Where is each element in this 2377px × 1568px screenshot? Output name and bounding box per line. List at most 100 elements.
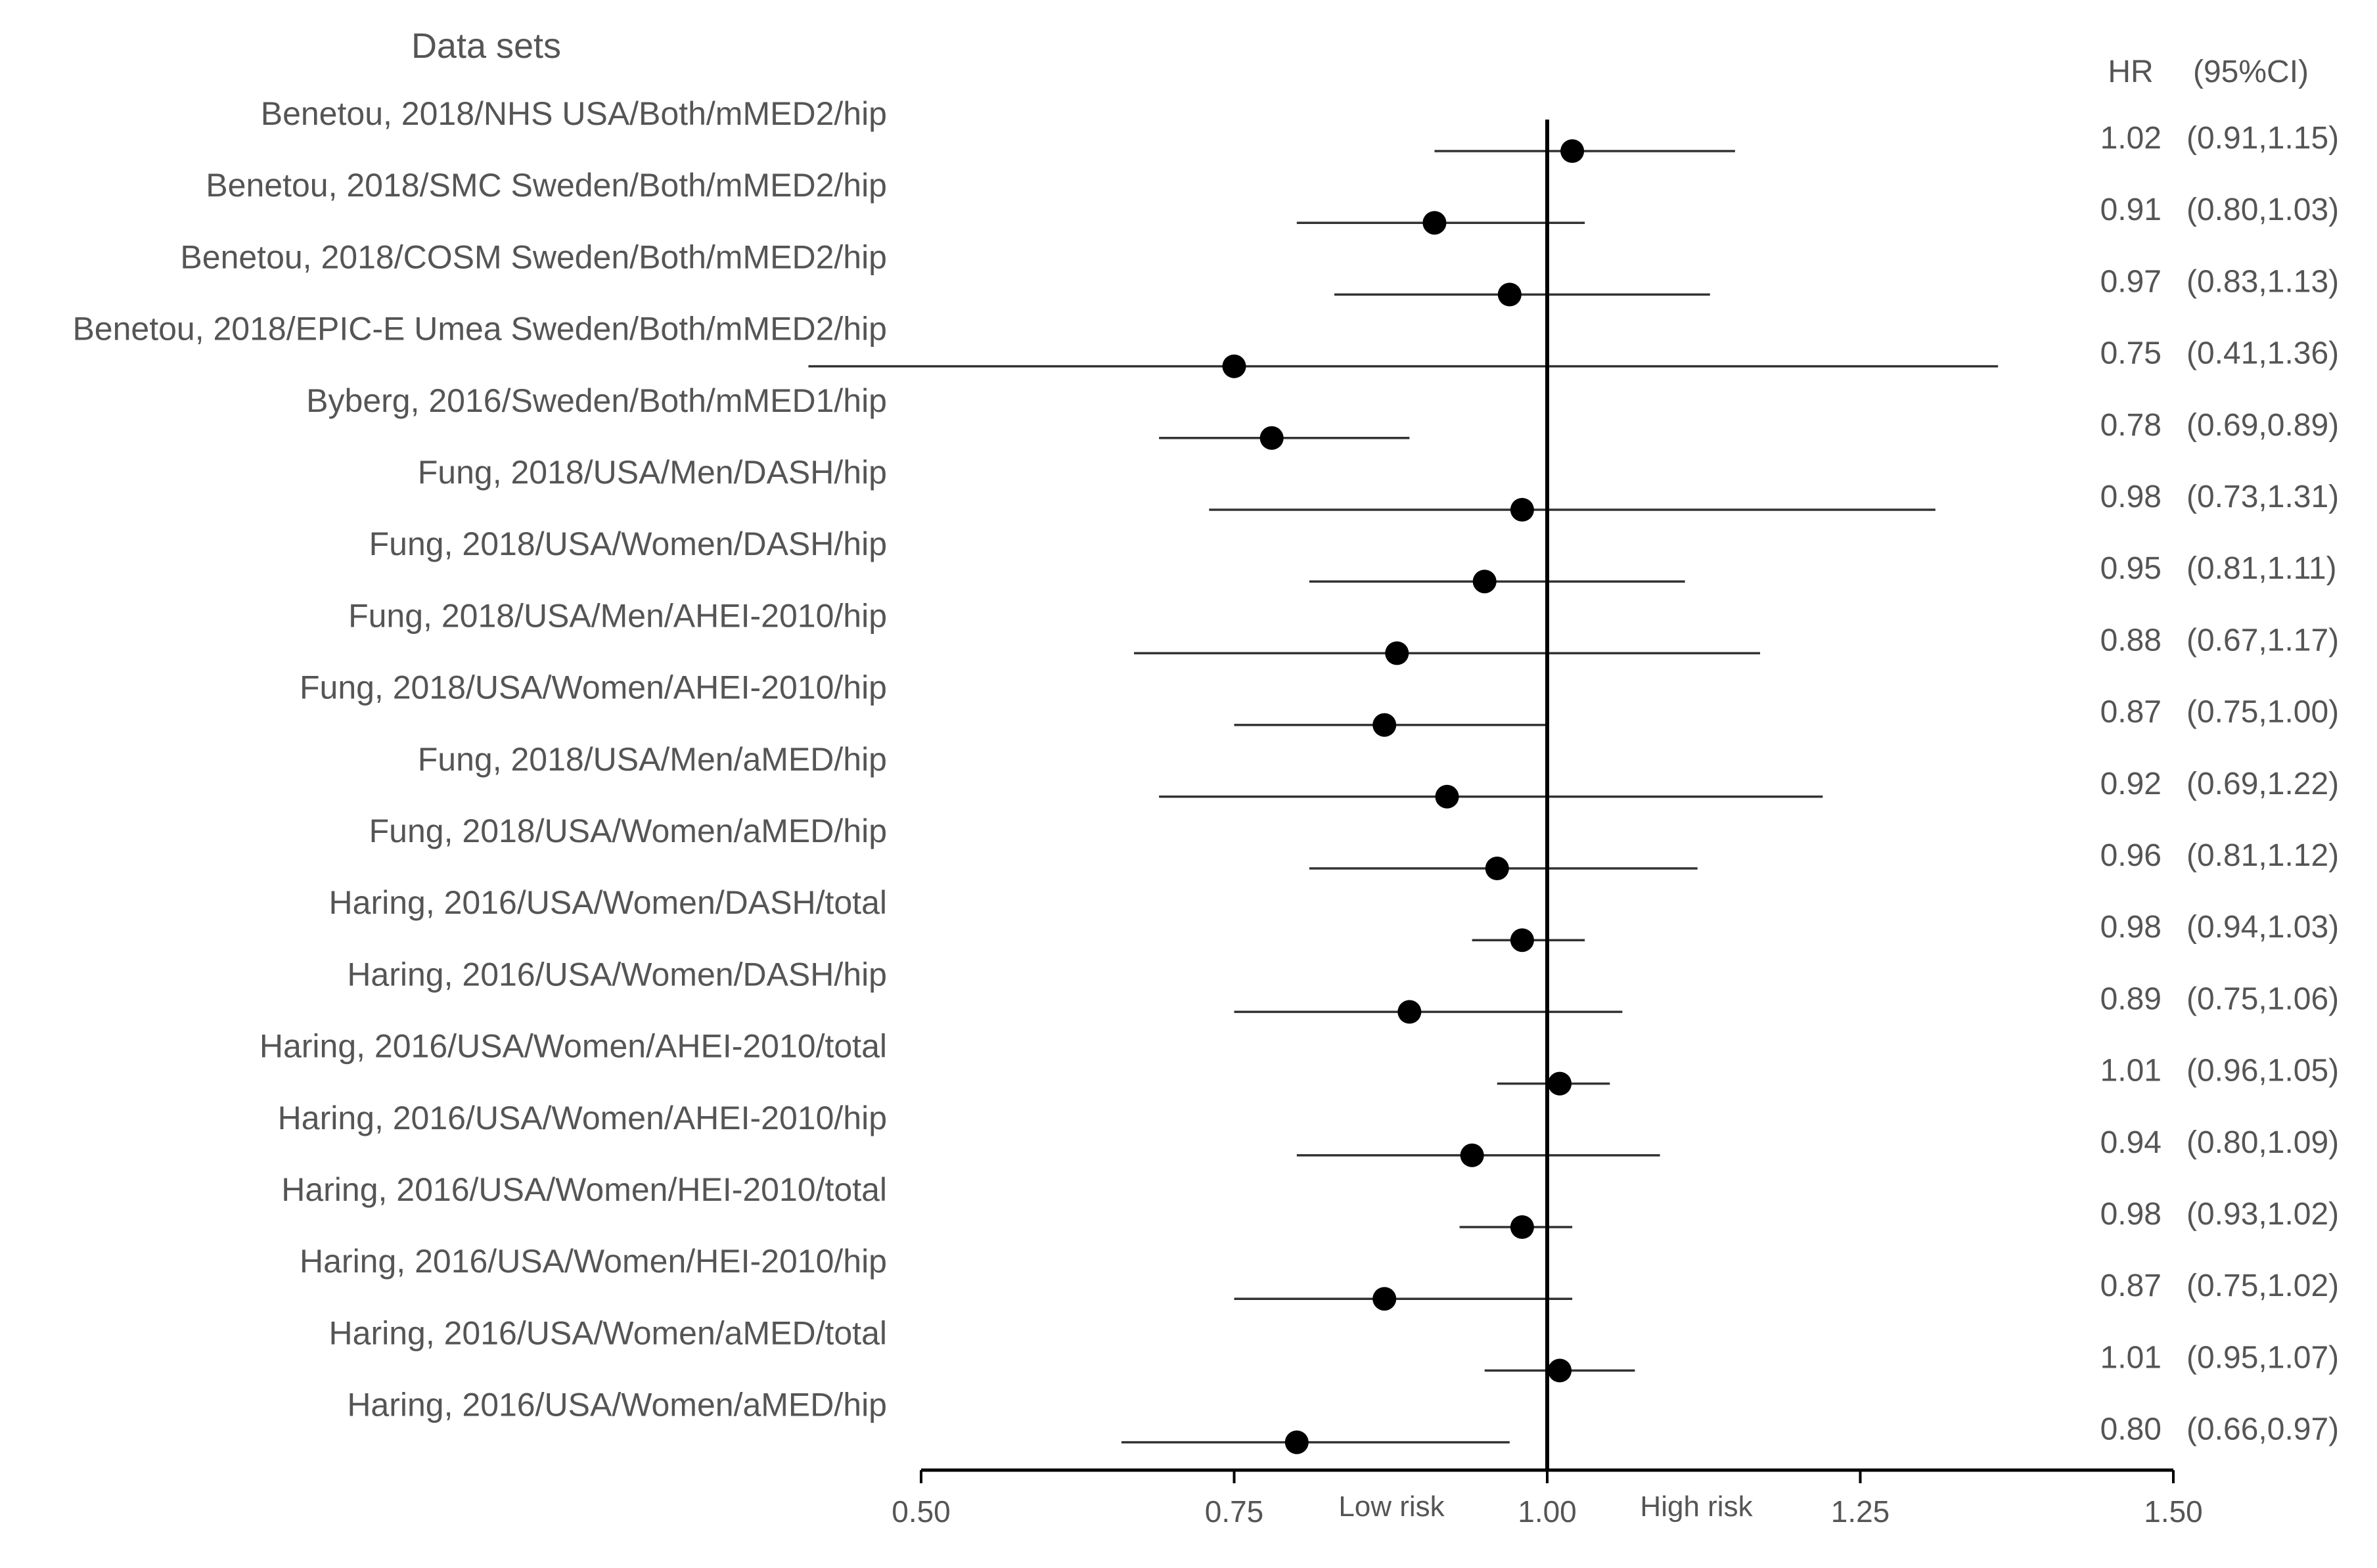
hr-value: 0.98 bbox=[2100, 910, 2162, 945]
row-label: Haring, 2016/USA/Women/aMED/hip bbox=[347, 1387, 887, 1423]
row-label: Haring, 2016/USA/Women/AHEI-2010/hip bbox=[278, 1100, 887, 1136]
data-row: Fung, 2018/USA/Men/AHEI-2010/hip 0.88 (0.6… bbox=[348, 597, 2339, 665]
hr-value: 0.87 bbox=[2100, 695, 2162, 730]
hr-point bbox=[1460, 1143, 1484, 1167]
hr-point bbox=[1510, 498, 1534, 522]
hr-value: 0.80 bbox=[2100, 1412, 2162, 1447]
data-row: Fung, 2018/USA/Women/AHEI-2010/hip 0.87 (0… bbox=[300, 669, 2339, 737]
data-row: Haring, 2016/USA/Women/HEI-2010/hip 0.87 (… bbox=[300, 1243, 2339, 1311]
hr-value: 0.88 bbox=[2100, 623, 2162, 658]
row-label: Haring, 2016/USA/Women/DASH/total bbox=[329, 884, 887, 921]
ci-value: (0.75,1.06) bbox=[2186, 981, 2339, 1016]
ci-value: (0.73,1.31) bbox=[2186, 480, 2339, 514]
ci-value: (0.75,1.02) bbox=[2186, 1268, 2339, 1303]
ci-value: (0.94,1.03) bbox=[2186, 910, 2339, 945]
data-row: Benetou, 2018/NHS USA/Both/mMED2/hip 1.02… bbox=[261, 95, 2339, 163]
ci-column-header: (95%CI) bbox=[2193, 55, 2309, 89]
x-tick-label: 1.00 bbox=[1518, 1494, 1577, 1529]
data-row: Benetou, 2018/SMC Sweden/Both/mMED2/hip 0… bbox=[206, 167, 2339, 235]
hr-point bbox=[1259, 426, 1284, 450]
row-label: Haring, 2016/USA/Women/HEI-2010/total bbox=[281, 1171, 887, 1208]
hr-value: 0.97 bbox=[2100, 264, 2162, 299]
hr-point bbox=[1435, 784, 1459, 809]
hr-value: 0.92 bbox=[2100, 767, 2162, 801]
hr-point bbox=[1510, 928, 1534, 952]
row-label: Haring, 2016/USA/Women/DASH/hip bbox=[347, 956, 887, 993]
data-row: Haring, 2016/USA/Women/DASH/hip 0.89 (0.75… bbox=[347, 956, 2339, 1024]
row-label: Benetou, 2018/EPIC-E Umea Sweden/Both/mM… bbox=[72, 311, 887, 347]
hr-value: 0.98 bbox=[2100, 1197, 2162, 1232]
ci-value: (0.67,1.17) bbox=[2186, 623, 2339, 658]
data-row: Fung, 2018/USA/Women/DASH/hip 0.95 (0.81,1… bbox=[369, 526, 2337, 594]
hr-point bbox=[1548, 1358, 1572, 1383]
row-label: Benetou, 2018/SMC Sweden/Both/mMED2/hip bbox=[206, 167, 887, 204]
row-label: Fung, 2018/USA/Women/DASH/hip bbox=[369, 526, 887, 562]
hr-value: 0.91 bbox=[2100, 192, 2162, 227]
x-tick-label: 0.50 bbox=[892, 1494, 951, 1529]
hr-value: 0.95 bbox=[2100, 551, 2162, 586]
hr-value: 0.78 bbox=[2100, 408, 2162, 443]
ci-value: (0.75,1.00) bbox=[2186, 695, 2339, 730]
hr-point bbox=[1385, 641, 1409, 665]
hr-point bbox=[1485, 857, 1509, 880]
row-label: Haring, 2016/USA/Women/AHEI-2010/total bbox=[260, 1028, 887, 1065]
hr-value: 0.94 bbox=[2100, 1125, 2162, 1160]
ci-value: (0.41,1.36) bbox=[2186, 336, 2339, 371]
ci-value: (0.80,1.09) bbox=[2186, 1125, 2339, 1160]
hr-value: 0.87 bbox=[2100, 1268, 2162, 1303]
hr-value: 1.02 bbox=[2100, 121, 2162, 156]
row-label: Fung, 2018/USA/Women/AHEI-2010/hip bbox=[300, 669, 887, 706]
ci-value: (0.69,0.89) bbox=[2186, 408, 2339, 443]
hr-point bbox=[1510, 1215, 1534, 1239]
rows-layer: Benetou, 2018/NHS USA/Both/mMED2/hip 1.02… bbox=[72, 95, 2339, 1454]
row-label: Benetou, 2018/NHS USA/Both/mMED2/hip bbox=[261, 95, 887, 132]
high-risk-annotation: High risk bbox=[1640, 1490, 1753, 1523]
row-label: Byberg, 2016/Sweden/Both/mMED1/hip bbox=[306, 382, 887, 419]
data-row: Haring, 2016/USA/Women/AHEI-2010/total 1.… bbox=[260, 1028, 2339, 1096]
hr-point bbox=[1472, 570, 1497, 594]
row-label: Haring, 2016/USA/Women/HEI-2010/hip bbox=[300, 1243, 887, 1280]
ci-value: (0.81,1.12) bbox=[2186, 838, 2339, 873]
hr-point bbox=[1422, 211, 1447, 235]
ci-value: (0.81,1.11) bbox=[2186, 551, 2337, 586]
hr-column-header: HR bbox=[2108, 55, 2153, 89]
hr-point bbox=[1222, 354, 1246, 378]
chart-title: Data sets bbox=[411, 26, 561, 66]
row-label: Fung, 2018/USA/Men/aMED/hip bbox=[418, 741, 887, 778]
hr-value: 0.75 bbox=[2100, 336, 2162, 371]
low-risk-annotation: Low risk bbox=[1338, 1490, 1445, 1523]
ci-value: (0.69,1.22) bbox=[2186, 767, 2339, 801]
hr-point bbox=[1560, 139, 1585, 163]
data-row: Benetou, 2018/EPIC-E Umea Sweden/Both/mM… bbox=[72, 311, 2339, 378]
row-label: Benetou, 2018/COSM Sweden/Both/mMED2/hip bbox=[180, 238, 887, 275]
data-row: Benetou, 2018/COSM Sweden/Both/mMED2/hip… bbox=[180, 238, 2339, 307]
x-axis: 0.50 0.75 1.00 1.25 1.50 bbox=[892, 120, 2203, 1529]
row-label: Fung, 2018/USA/Women/aMED/hip bbox=[369, 813, 887, 849]
hr-point bbox=[1372, 1287, 1397, 1311]
data-row: Haring, 2016/USA/Women/AHEI-2010/hip 0.94… bbox=[278, 1100, 2339, 1167]
ci-value: (0.66,0.97) bbox=[2186, 1412, 2339, 1447]
hr-value: 0.96 bbox=[2100, 838, 2162, 873]
hr-value: 1.01 bbox=[2100, 1054, 2162, 1088]
hr-value: 0.98 bbox=[2100, 480, 2162, 514]
data-row: Fung, 2018/USA/Men/DASH/hip 0.98 (0.73,1.3… bbox=[418, 454, 2339, 522]
hr-point bbox=[1548, 1071, 1572, 1096]
data-row: Haring, 2016/USA/Women/DASH/total 0.98 (0.… bbox=[329, 884, 2339, 952]
hr-point bbox=[1397, 1000, 1422, 1024]
x-tick-label: 1.25 bbox=[1831, 1494, 1890, 1529]
data-row: Haring, 2016/USA/Women/HEI-2010/total 0.9… bbox=[281, 1171, 2339, 1239]
ci-value: (0.80,1.03) bbox=[2186, 192, 2339, 227]
hr-point bbox=[1284, 1430, 1309, 1454]
hr-point bbox=[1497, 282, 1522, 307]
row-label: Haring, 2016/USA/Women/aMED/total bbox=[329, 1314, 887, 1351]
ci-value: (0.93,1.02) bbox=[2186, 1197, 2339, 1232]
ci-value: (0.95,1.07) bbox=[2186, 1340, 2339, 1375]
x-tick-label: 0.75 bbox=[1205, 1494, 1264, 1529]
x-tick-label: 1.50 bbox=[2144, 1494, 2203, 1529]
ci-value: (0.83,1.13) bbox=[2186, 264, 2339, 299]
hr-point bbox=[1372, 713, 1397, 737]
hr-value: 0.89 bbox=[2100, 981, 2162, 1016]
data-row: Haring, 2016/USA/Women/aMED/total 1.01 (0.… bbox=[329, 1314, 2339, 1383]
data-row: Haring, 2016/USA/Women/aMED/hip 0.80 (0.66… bbox=[347, 1387, 2339, 1454]
